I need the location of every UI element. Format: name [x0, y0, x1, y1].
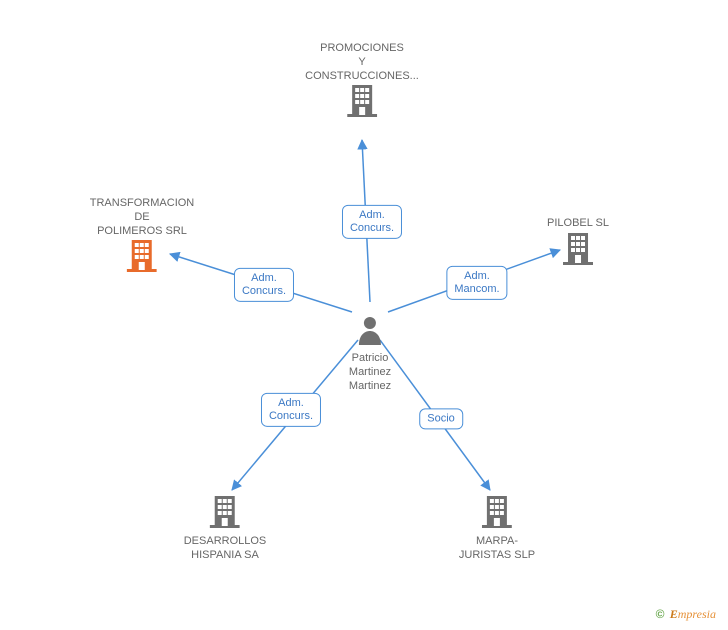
node-transform[interactable]: TRANSFORMACIONDEPOLIMEROS SRL — [90, 195, 195, 277]
edge-label-3: Adm.Concurs. — [261, 393, 321, 427]
edge-label-0: Adm.Concurs. — [342, 205, 402, 239]
edge-label-2: Socio — [419, 408, 463, 429]
copyright-symbol: © — [656, 607, 665, 621]
node-promociones[interactable]: PROMOCIONESYCONSTRUCCIONES... — [305, 40, 419, 122]
node-label-transform: TRANSFORMACIONDEPOLIMEROS SRL — [90, 197, 195, 238]
node-label-pilobel: PILOBEL SL — [547, 217, 609, 231]
diagram-canvas: PatricioMartinezMartinez PROMOCIONESYCONS… — [0, 0, 728, 630]
node-desarrollos[interactable]: DESARROLLOSHISPANIA SA — [184, 494, 267, 563]
node-label-marpa: MARPA-JURISTAS SLP — [459, 535, 535, 563]
center-node-person[interactable]: PatricioMartinezMartinez — [349, 315, 391, 393]
node-pilobel[interactable]: PILOBEL SL — [547, 215, 609, 270]
center-node-label: PatricioMartinezMartinez — [349, 352, 391, 393]
node-marpa[interactable]: MARPA-JURISTAS SLP — [459, 494, 535, 563]
node-label-desarrollos: DESARROLLOSHISPANIA SA — [184, 535, 267, 563]
edge-label-4: Adm.Concurs. — [234, 268, 294, 302]
copyright-brand: Empresia — [670, 607, 716, 621]
node-label-promociones: PROMOCIONESYCONSTRUCCIONES... — [305, 42, 419, 83]
edge-label-1: Adm.Mancom. — [446, 266, 507, 300]
copyright: © Empresia — [656, 607, 716, 622]
